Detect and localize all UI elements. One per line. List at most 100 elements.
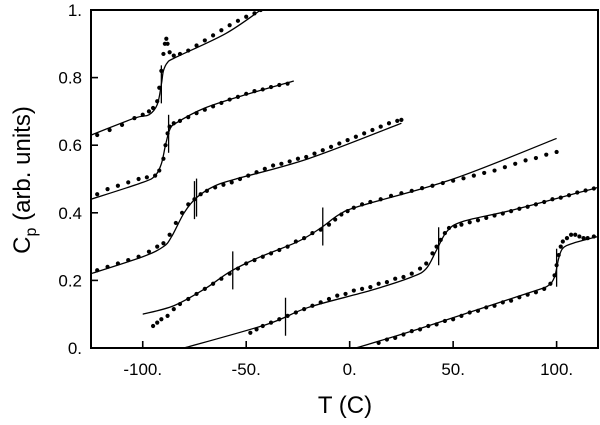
data-point [144, 175, 149, 180]
data-point [227, 97, 232, 102]
data-point [542, 199, 547, 205]
data-point [252, 258, 257, 263]
y-tick-label: 0.8 [58, 69, 82, 88]
data-point [345, 209, 350, 214]
x-tick-label: 0. [343, 360, 357, 379]
data-point [155, 244, 160, 249]
data-point [202, 107, 207, 112]
fit-curve [91, 10, 262, 136]
data-point [558, 244, 563, 249]
data-point [165, 41, 170, 46]
data-point [484, 305, 489, 310]
y-tick-label: 1. [68, 1, 82, 20]
data-point [467, 220, 472, 225]
data-point [186, 202, 191, 207]
data-point [219, 28, 224, 33]
data-point [177, 51, 183, 57]
data-point [351, 205, 356, 210]
data-point [492, 213, 497, 218]
data-point [525, 204, 530, 209]
data-point [475, 308, 481, 313]
data-point [171, 307, 176, 312]
data-point [227, 23, 232, 28]
x-tick-label: 50. [441, 360, 465, 379]
data-point [492, 303, 497, 308]
data-point [136, 254, 141, 259]
data-point [482, 170, 487, 176]
data-point [268, 320, 274, 325]
y-tick-label: 0. [68, 339, 82, 358]
data-point [293, 239, 298, 244]
data-point [173, 220, 178, 226]
data-point [119, 122, 125, 128]
data-point [161, 51, 166, 57]
data-point [235, 266, 241, 271]
data-point [244, 261, 249, 266]
data-point [157, 168, 162, 173]
data-point [285, 81, 290, 86]
fit-curve [355, 235, 598, 348]
data-point [591, 234, 596, 239]
data-point [581, 236, 586, 241]
fit-curve [183, 186, 598, 348]
data-point [219, 100, 224, 106]
data-point [508, 298, 514, 303]
data-point [438, 237, 443, 242]
data-point [167, 232, 172, 237]
data-point [533, 155, 539, 161]
data-point [159, 317, 164, 322]
data-point [260, 87, 265, 92]
data-point [362, 131, 367, 136]
data-point [246, 173, 251, 178]
data-point [409, 271, 414, 276]
data-point [401, 332, 406, 337]
data-point [235, 94, 241, 99]
data-point [326, 296, 332, 302]
data-point [146, 249, 152, 254]
data-point [430, 251, 435, 256]
data-point [260, 254, 265, 259]
data-point [575, 190, 580, 195]
data-point [446, 225, 452, 231]
data-point [194, 43, 199, 48]
data-point [194, 291, 199, 297]
data-point [279, 161, 284, 166]
data-point [229, 180, 234, 185]
data-point [302, 307, 307, 312]
data-point [254, 327, 259, 332]
data-point [177, 118, 183, 123]
data-point [105, 264, 110, 269]
data-point [164, 36, 169, 41]
x-tick-label: 100. [540, 360, 573, 379]
data-point [293, 310, 298, 315]
data-point [95, 268, 100, 273]
data-point [558, 195, 563, 200]
data-point [442, 230, 447, 236]
data-point [287, 159, 292, 164]
data-point [210, 104, 216, 109]
data-point [126, 180, 131, 185]
data-point [566, 193, 572, 198]
data-point [591, 186, 596, 191]
data-point [430, 183, 435, 188]
data-point [271, 163, 276, 168]
data-point [285, 313, 290, 318]
data-point [517, 206, 522, 211]
data-point [177, 301, 183, 307]
data-point [268, 84, 274, 90]
data-point [475, 218, 481, 223]
data-point [484, 215, 489, 220]
data-point [409, 329, 414, 334]
data-point [388, 193, 394, 198]
data-point [552, 273, 557, 278]
data-point [304, 154, 309, 160]
data-point [132, 116, 137, 121]
data-point [376, 340, 381, 346]
data-point [370, 127, 375, 133]
data-point [198, 192, 203, 197]
data-point [517, 295, 522, 300]
x-tick-label: -100. [123, 360, 162, 379]
series-5 [183, 186, 598, 348]
data-point [95, 192, 100, 197]
data-point [393, 276, 398, 281]
